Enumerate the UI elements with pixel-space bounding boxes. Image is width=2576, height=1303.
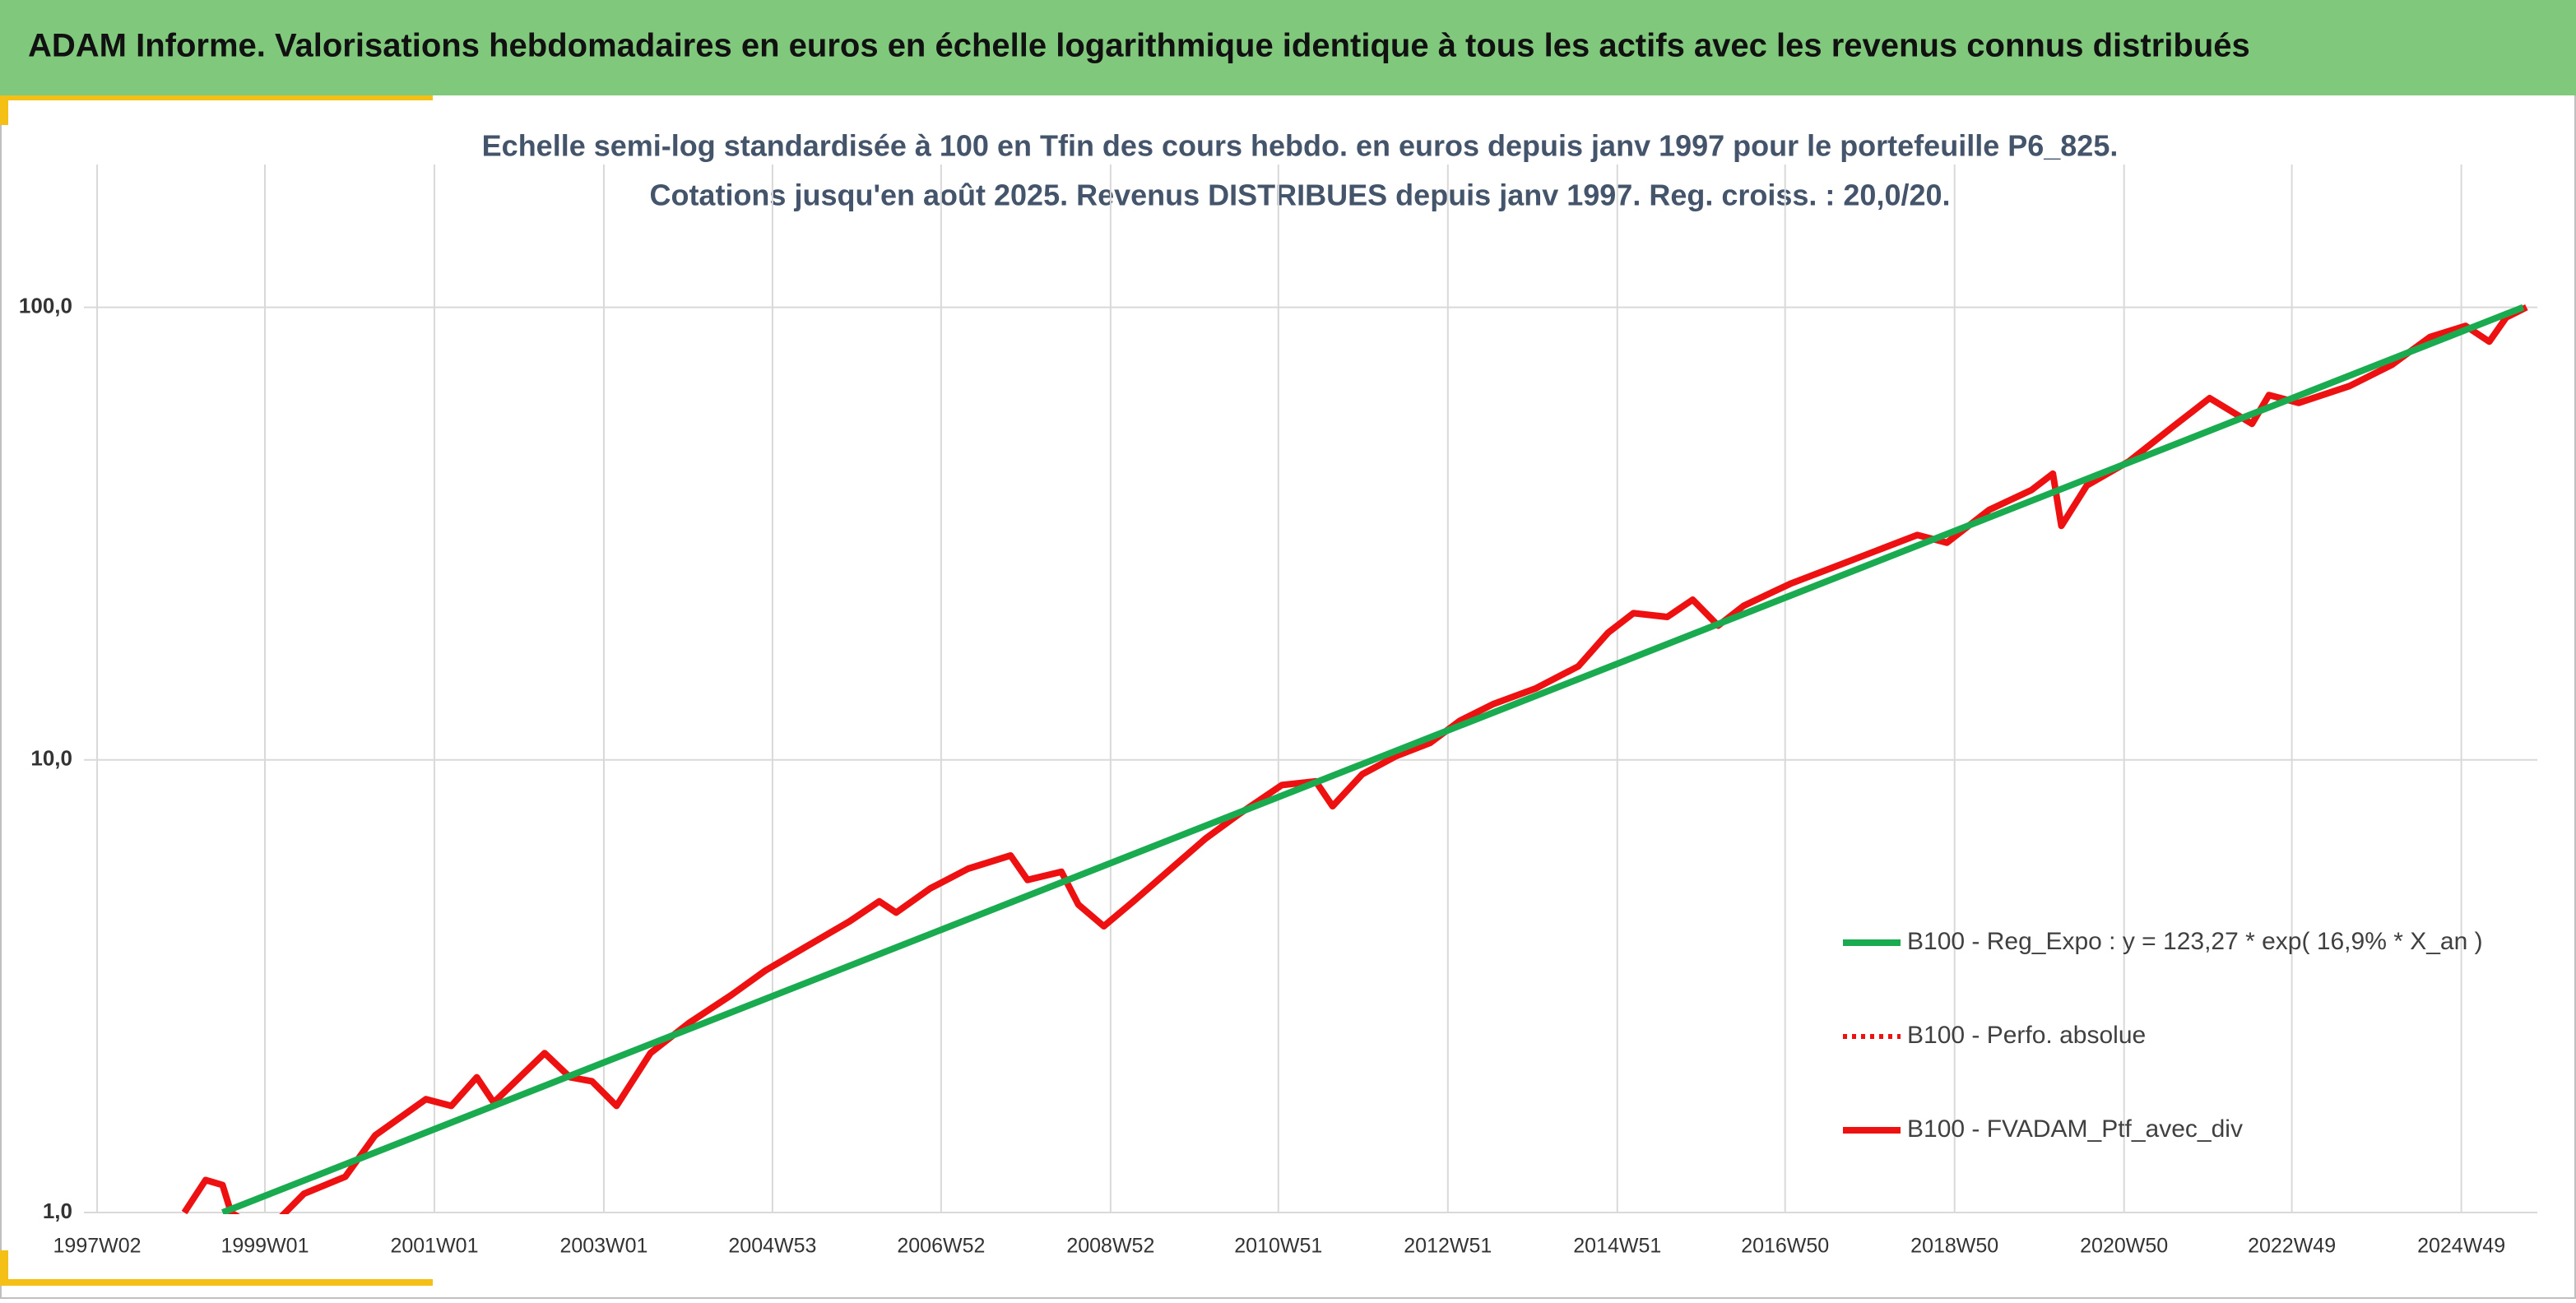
x-tick-label: 1997W02 xyxy=(53,1235,142,1258)
chart-subtitle: Cotations jusqu'en août 2025. Revenus DI… xyxy=(649,179,1950,212)
x-tick-label: 2003W01 xyxy=(559,1235,647,1258)
grid: 1,0 10,0 100,0 1997W02 1999W01 2001W01 2003W01… xyxy=(19,165,2537,1258)
x-tick-label: 2016W50 xyxy=(1741,1235,1829,1258)
x-tick-label: 2004W53 xyxy=(728,1235,816,1258)
legend: B100 - Reg_Expo : y = 123,27 * exp( 16,9… xyxy=(1843,928,2483,1143)
series-line xyxy=(183,305,2528,1214)
x-tick-label: 2006W52 xyxy=(897,1235,985,1258)
x-tick-label: 2018W50 xyxy=(1910,1235,1998,1258)
corner-bottom xyxy=(0,1279,433,1286)
header-bar xyxy=(0,0,2576,95)
legend-label: B100 - FVADAM_Ptf_avec_div xyxy=(1907,1115,2243,1143)
y-tick-label: 10,0 xyxy=(30,746,72,771)
x-tick-label: 2024W49 xyxy=(2417,1235,2505,1258)
corner-top xyxy=(0,95,433,100)
legend-label: B100 - Reg_Expo : y = 123,27 * exp( 16,9… xyxy=(1907,928,2483,955)
y-tick-label: 100,0 xyxy=(19,293,72,318)
x-tick-label: 2020W50 xyxy=(2080,1235,2168,1258)
chart-subtitle: Echelle semi-log standardisée à 100 en T… xyxy=(482,129,2119,163)
y-tick-label: 1,0 xyxy=(43,1199,72,1223)
x-tick-label: 2001W01 xyxy=(390,1235,478,1258)
x-tick-label: 2022W49 xyxy=(2248,1235,2336,1258)
legend-label: B100 - Perfo. absolue xyxy=(1907,1022,2146,1049)
x-tick-label: 2008W52 xyxy=(1066,1235,1154,1258)
x-tick-label: 2012W51 xyxy=(1404,1235,1492,1258)
chart-title: ADAM Informe. Valorisations hebdomadaire… xyxy=(28,28,2250,64)
plot xyxy=(181,304,2528,1214)
corner-bottom-side xyxy=(0,1250,8,1286)
corner-top-side xyxy=(0,95,8,125)
x-tick-label: 2010W51 xyxy=(1234,1235,1322,1258)
x-tick-label: 1999W01 xyxy=(220,1235,309,1258)
series-line xyxy=(221,304,2525,1214)
x-tick-label: 2014W51 xyxy=(1573,1235,1661,1258)
